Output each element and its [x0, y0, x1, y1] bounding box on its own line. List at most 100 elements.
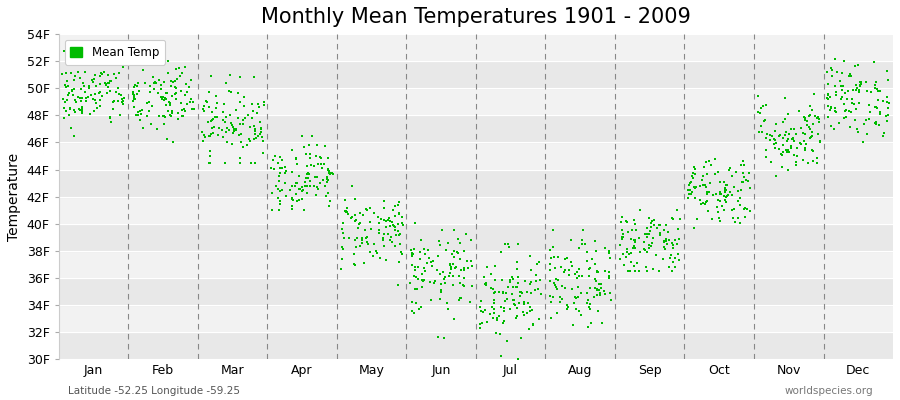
Point [821, 91, 835, 97]
Point [352, 220, 366, 227]
Point [224, 89, 238, 95]
Point [778, 116, 793, 122]
Point [570, 269, 584, 276]
Point [548, 276, 562, 283]
Point [852, 87, 867, 94]
Point [867, 58, 881, 65]
Point [781, 111, 796, 118]
Point [591, 308, 606, 314]
Point [248, 131, 262, 137]
Point [170, 76, 184, 82]
Point [789, 152, 804, 159]
Point [379, 224, 393, 230]
Point [104, 78, 118, 84]
Point [546, 294, 561, 300]
Point [453, 256, 467, 263]
Point [517, 312, 531, 318]
Point [288, 183, 302, 190]
Point [632, 235, 646, 241]
Point [710, 204, 724, 210]
Point [488, 262, 502, 269]
Point [348, 262, 363, 268]
Point [292, 186, 306, 192]
Point [763, 159, 778, 166]
Point [450, 249, 464, 255]
Point [574, 290, 589, 296]
Point [164, 112, 178, 119]
Point [547, 280, 562, 286]
Point [204, 131, 219, 137]
Point [348, 217, 363, 223]
Point [681, 195, 696, 201]
Point [722, 167, 736, 173]
Point [603, 290, 617, 296]
Point [604, 297, 618, 304]
Point [234, 130, 248, 137]
Point [290, 161, 304, 167]
Point [389, 232, 403, 238]
Point [473, 320, 488, 327]
Point [494, 304, 508, 310]
Point [156, 113, 170, 119]
Point [547, 254, 562, 260]
Point [425, 263, 439, 269]
Point [882, 100, 896, 106]
Point [334, 266, 348, 272]
Point [205, 116, 220, 122]
Point [800, 118, 814, 124]
Point [87, 90, 102, 97]
Point [699, 199, 714, 206]
Point [455, 282, 470, 288]
Point [699, 158, 714, 165]
Point [590, 291, 604, 298]
Point [637, 247, 652, 253]
Point [824, 104, 838, 110]
Point [58, 70, 73, 76]
Point [526, 321, 541, 328]
Point [236, 144, 250, 150]
Point [778, 132, 792, 138]
Point [702, 188, 716, 195]
Point [645, 218, 660, 224]
Point [798, 140, 813, 147]
Point [285, 206, 300, 212]
Point [168, 96, 183, 102]
Point [299, 151, 313, 157]
Point [751, 109, 765, 116]
Point [300, 190, 314, 197]
Point [238, 94, 252, 101]
Point [666, 259, 680, 265]
Point [480, 318, 494, 325]
Point [202, 152, 217, 159]
Point [719, 187, 733, 194]
Point [94, 70, 108, 77]
Point [252, 104, 266, 110]
Point [444, 262, 458, 268]
Point [168, 85, 183, 91]
Point [477, 274, 491, 280]
Point [414, 304, 428, 310]
Point [288, 180, 302, 186]
Point [317, 160, 331, 167]
Point [696, 173, 710, 179]
Point [686, 174, 700, 181]
Point [582, 304, 597, 310]
Point [698, 184, 713, 190]
Point [345, 214, 359, 220]
Point [869, 86, 884, 92]
Point [68, 96, 83, 103]
Point [868, 84, 883, 91]
Point [229, 126, 243, 132]
Point [321, 167, 336, 173]
Point [232, 132, 247, 138]
Point [127, 96, 141, 102]
Point [568, 294, 582, 300]
Point [125, 98, 140, 104]
Point [836, 83, 850, 89]
Point [163, 100, 177, 106]
Point [73, 94, 87, 101]
Point [568, 271, 582, 277]
Point [613, 256, 627, 262]
Point [207, 124, 221, 130]
Point [624, 236, 638, 242]
